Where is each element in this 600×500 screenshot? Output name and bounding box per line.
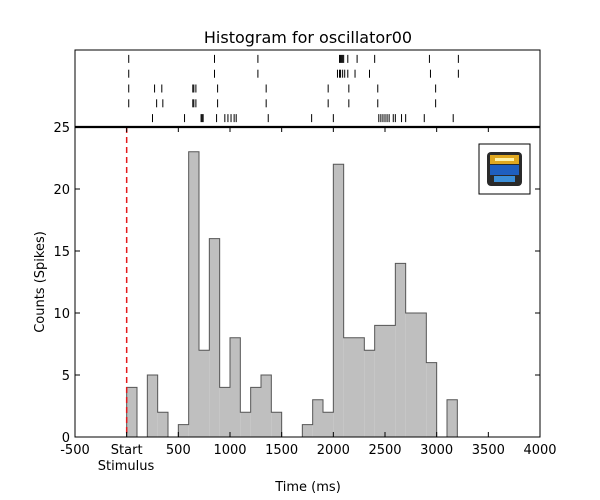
histogram-bar: [157, 412, 168, 437]
histogram-frame: [74, 126, 541, 438]
x-tick-label: 4000: [523, 443, 556, 458]
stimulus-label: Stimulus: [98, 459, 155, 474]
x-tick-label: 3500: [472, 443, 505, 458]
histogram-bar: [385, 325, 396, 437]
histogram-bar: [209, 238, 220, 437]
histogram-bar: [343, 337, 354, 437]
y-tick-label: 5: [62, 369, 70, 384]
x-tick-label: 2500: [368, 443, 401, 458]
histogram-panel: -500 Start 500 1000 1500 2000 2500 3000 3500 4000…: [53, 121, 556, 458]
histogram-bar: [416, 313, 427, 437]
x-tick-label: 1000: [213, 443, 246, 458]
matplotlib-logo-icon: [478, 143, 531, 195]
raster-frame: [74, 49, 541, 128]
histogram-bar: [323, 412, 334, 437]
histogram-bar: [395, 263, 406, 437]
x-axis-ticks: -500 Start 500 1000 1500 2000 2500 3000 3500 4000: [60, 127, 557, 458]
x-tick-label: 2000: [317, 443, 350, 458]
histogram-bar: [333, 164, 344, 437]
histogram-bar: [302, 424, 313, 437]
histogram-bars: [126, 151, 458, 438]
x-tick-label: Start: [111, 443, 143, 458]
y-tick-label: 10: [53, 307, 70, 322]
histogram-bar: [426, 362, 437, 437]
histogram-bar: [271, 412, 282, 437]
y-tick-label: 15: [53, 245, 70, 260]
histogram-bar: [126, 387, 137, 437]
x-axis-label: Time (ms): [274, 480, 341, 495]
histogram-bar: [447, 399, 458, 437]
histogram-bar: [374, 325, 385, 437]
histogram-bar: [219, 387, 230, 437]
histogram-bar: [240, 412, 251, 437]
x-tick-label: -500: [60, 443, 90, 458]
spike-raster-panel: [74, 49, 541, 128]
histogram-bar: [147, 375, 158, 437]
y-tick-label: 0: [62, 431, 70, 446]
histogram-bar: [199, 350, 210, 437]
chart-title: Histogram for oscillator00: [204, 28, 412, 47]
histogram-bar: [230, 337, 241, 437]
histogram-bar: [405, 313, 416, 437]
histogram-bar: [250, 387, 261, 437]
x-tick-label: 500: [166, 443, 191, 458]
x-tick-label: 1500: [265, 443, 298, 458]
histogram-bar: [354, 337, 365, 437]
histogram-bar: [364, 350, 375, 437]
y-tick-label: 20: [53, 183, 70, 198]
histogram-bar: [261, 375, 272, 437]
y-axis-label: Counts (Spikes): [33, 231, 48, 333]
x-tick-label: 3000: [420, 443, 453, 458]
histogram-bar: [312, 399, 323, 437]
histogram-bar: [178, 424, 189, 437]
histogram-bar: [188, 151, 199, 438]
y-tick-label: 25: [53, 121, 70, 136]
